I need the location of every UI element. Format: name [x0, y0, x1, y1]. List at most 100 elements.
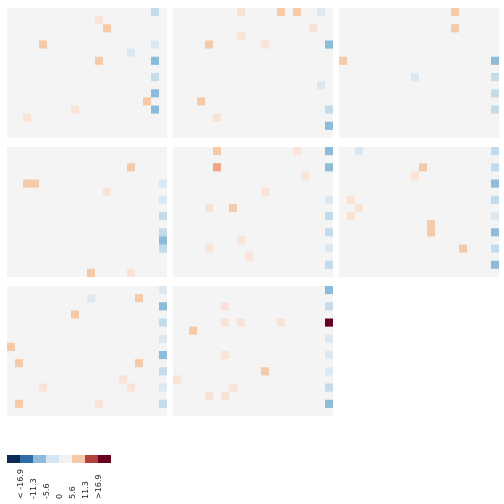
- heatmap-cell: [159, 399, 167, 408]
- heatmap-cell: [71, 105, 79, 114]
- color-legend: < -16.9 -11.3 -5.6 0 5.6 11.3 >16.9: [7, 455, 111, 503]
- heatmap-cell: [159, 286, 167, 295]
- heatmap-cell: [213, 113, 221, 122]
- legend-swatches: [7, 455, 111, 463]
- heatmap-cell: [7, 342, 15, 351]
- heatmap-cell: [347, 212, 355, 221]
- heatmap-cell: [325, 105, 333, 114]
- heatmap-cell: [491, 179, 499, 188]
- heatmap-cell: [127, 268, 135, 277]
- heatmap-cell: [119, 375, 127, 384]
- heatmap-panel-2: [173, 8, 333, 138]
- heatmap-cell: [103, 187, 111, 196]
- heatmap-cell: [419, 163, 427, 172]
- heatmap-cell: [151, 105, 159, 114]
- heatmap-panel-8: [173, 286, 333, 416]
- heatmap-cell: [151, 56, 159, 65]
- heatmap-cell: [205, 391, 213, 400]
- heatmap-cell: [491, 212, 499, 221]
- heatmap-cell: [491, 56, 499, 65]
- heatmap-cell: [221, 391, 229, 400]
- heatmap-cell: [229, 203, 237, 212]
- heatmap-cell: [451, 24, 459, 33]
- heatmap-cell: [135, 359, 143, 368]
- heatmap-cell: [491, 105, 499, 114]
- heatmap-panel-3: [339, 8, 499, 138]
- heatmap-cell: [159, 212, 167, 221]
- heatmap-cell: [15, 359, 23, 368]
- legend-tick-label: < -16.9: [16, 469, 25, 499]
- heatmap-cell: [39, 383, 47, 392]
- heatmap-cell: [325, 212, 333, 221]
- heatmap-cell: [151, 73, 159, 82]
- heatmap-cell: [325, 334, 333, 343]
- heatmap-cell: [159, 383, 167, 392]
- legend-tick-label: 5.6: [68, 486, 77, 499]
- heatmap-cell: [221, 302, 229, 311]
- heatmap-cell: [293, 147, 301, 156]
- heatmap-cell: [427, 228, 435, 237]
- legend-tick-label: 0: [55, 493, 64, 499]
- heatmap-cell: [339, 56, 347, 65]
- heatmap-cell: [189, 326, 197, 335]
- heatmap-cell: [95, 56, 103, 65]
- legend-swatch: [72, 455, 85, 463]
- legend-swatch: [33, 455, 46, 463]
- heatmap-cell: [151, 89, 159, 98]
- heatmap-cell: [95, 16, 103, 25]
- heatmap-cell: [491, 89, 499, 98]
- heatmap-cell: [355, 203, 363, 212]
- legend-swatch: [7, 455, 20, 463]
- heatmap-cell: [325, 302, 333, 311]
- heatmap-cell: [355, 147, 363, 156]
- heatmap-cell: [159, 318, 167, 327]
- heatmap-cell: [411, 73, 419, 82]
- heatmap-cell: [325, 367, 333, 376]
- heatmap-cell: [127, 383, 135, 392]
- legend-tick-label: -5.6: [42, 483, 51, 499]
- heatmap-panel-5: [173, 147, 333, 277]
- heatmap-cell: [317, 81, 325, 90]
- heatmap-cell: [325, 40, 333, 49]
- heatmap-cell: [71, 310, 79, 319]
- heatmap-cell: [159, 179, 167, 188]
- heatmap-cell: [87, 294, 95, 303]
- heatmap-cell: [197, 97, 205, 106]
- heatmap-cell: [491, 260, 499, 269]
- heatmap-cell: [23, 179, 31, 188]
- heatmap-cell: [301, 171, 309, 180]
- heatmap-cell: [325, 286, 333, 295]
- heatmap-cell: [151, 8, 159, 17]
- heatmap-cell: [261, 187, 269, 196]
- heatmap-cell: [325, 383, 333, 392]
- heatmap-cell: [491, 228, 499, 237]
- heatmap-cell: [237, 32, 245, 41]
- heatmap-panel-svg: [339, 8, 499, 114]
- legend-swatch: [85, 455, 98, 463]
- heatmap-panel-svg: [197, 8, 333, 130]
- legend-tick-label: -11.3: [29, 478, 38, 499]
- heatmap-cell: [325, 121, 333, 130]
- legend-swatch: [59, 455, 72, 463]
- heatmap-cell: [143, 97, 151, 106]
- heatmap-panel-svg: [23, 163, 167, 277]
- heatmap-cell: [205, 203, 213, 212]
- heatmap-cell: [491, 147, 499, 156]
- heatmap-cell: [325, 260, 333, 269]
- heatmap-cell: [31, 179, 39, 188]
- heatmap-cell: [173, 375, 181, 384]
- heatmap-cell: [237, 318, 245, 327]
- heatmap-cell: [15, 399, 23, 408]
- heatmap-cell: [491, 163, 499, 172]
- heatmap-panel-svg: [23, 8, 159, 122]
- heatmap-cell: [325, 195, 333, 204]
- heatmap-cell: [317, 8, 325, 17]
- heatmap-cell: [229, 383, 237, 392]
- heatmap-cell: [159, 244, 167, 253]
- heatmap-cell: [325, 318, 333, 327]
- heatmap-cell: [293, 8, 301, 17]
- heatmap-panel-svg: [205, 147, 333, 269]
- heatmap-cell: [309, 24, 317, 33]
- heatmap-panel-svg: [347, 147, 499, 269]
- heatmap-cell: [159, 236, 167, 245]
